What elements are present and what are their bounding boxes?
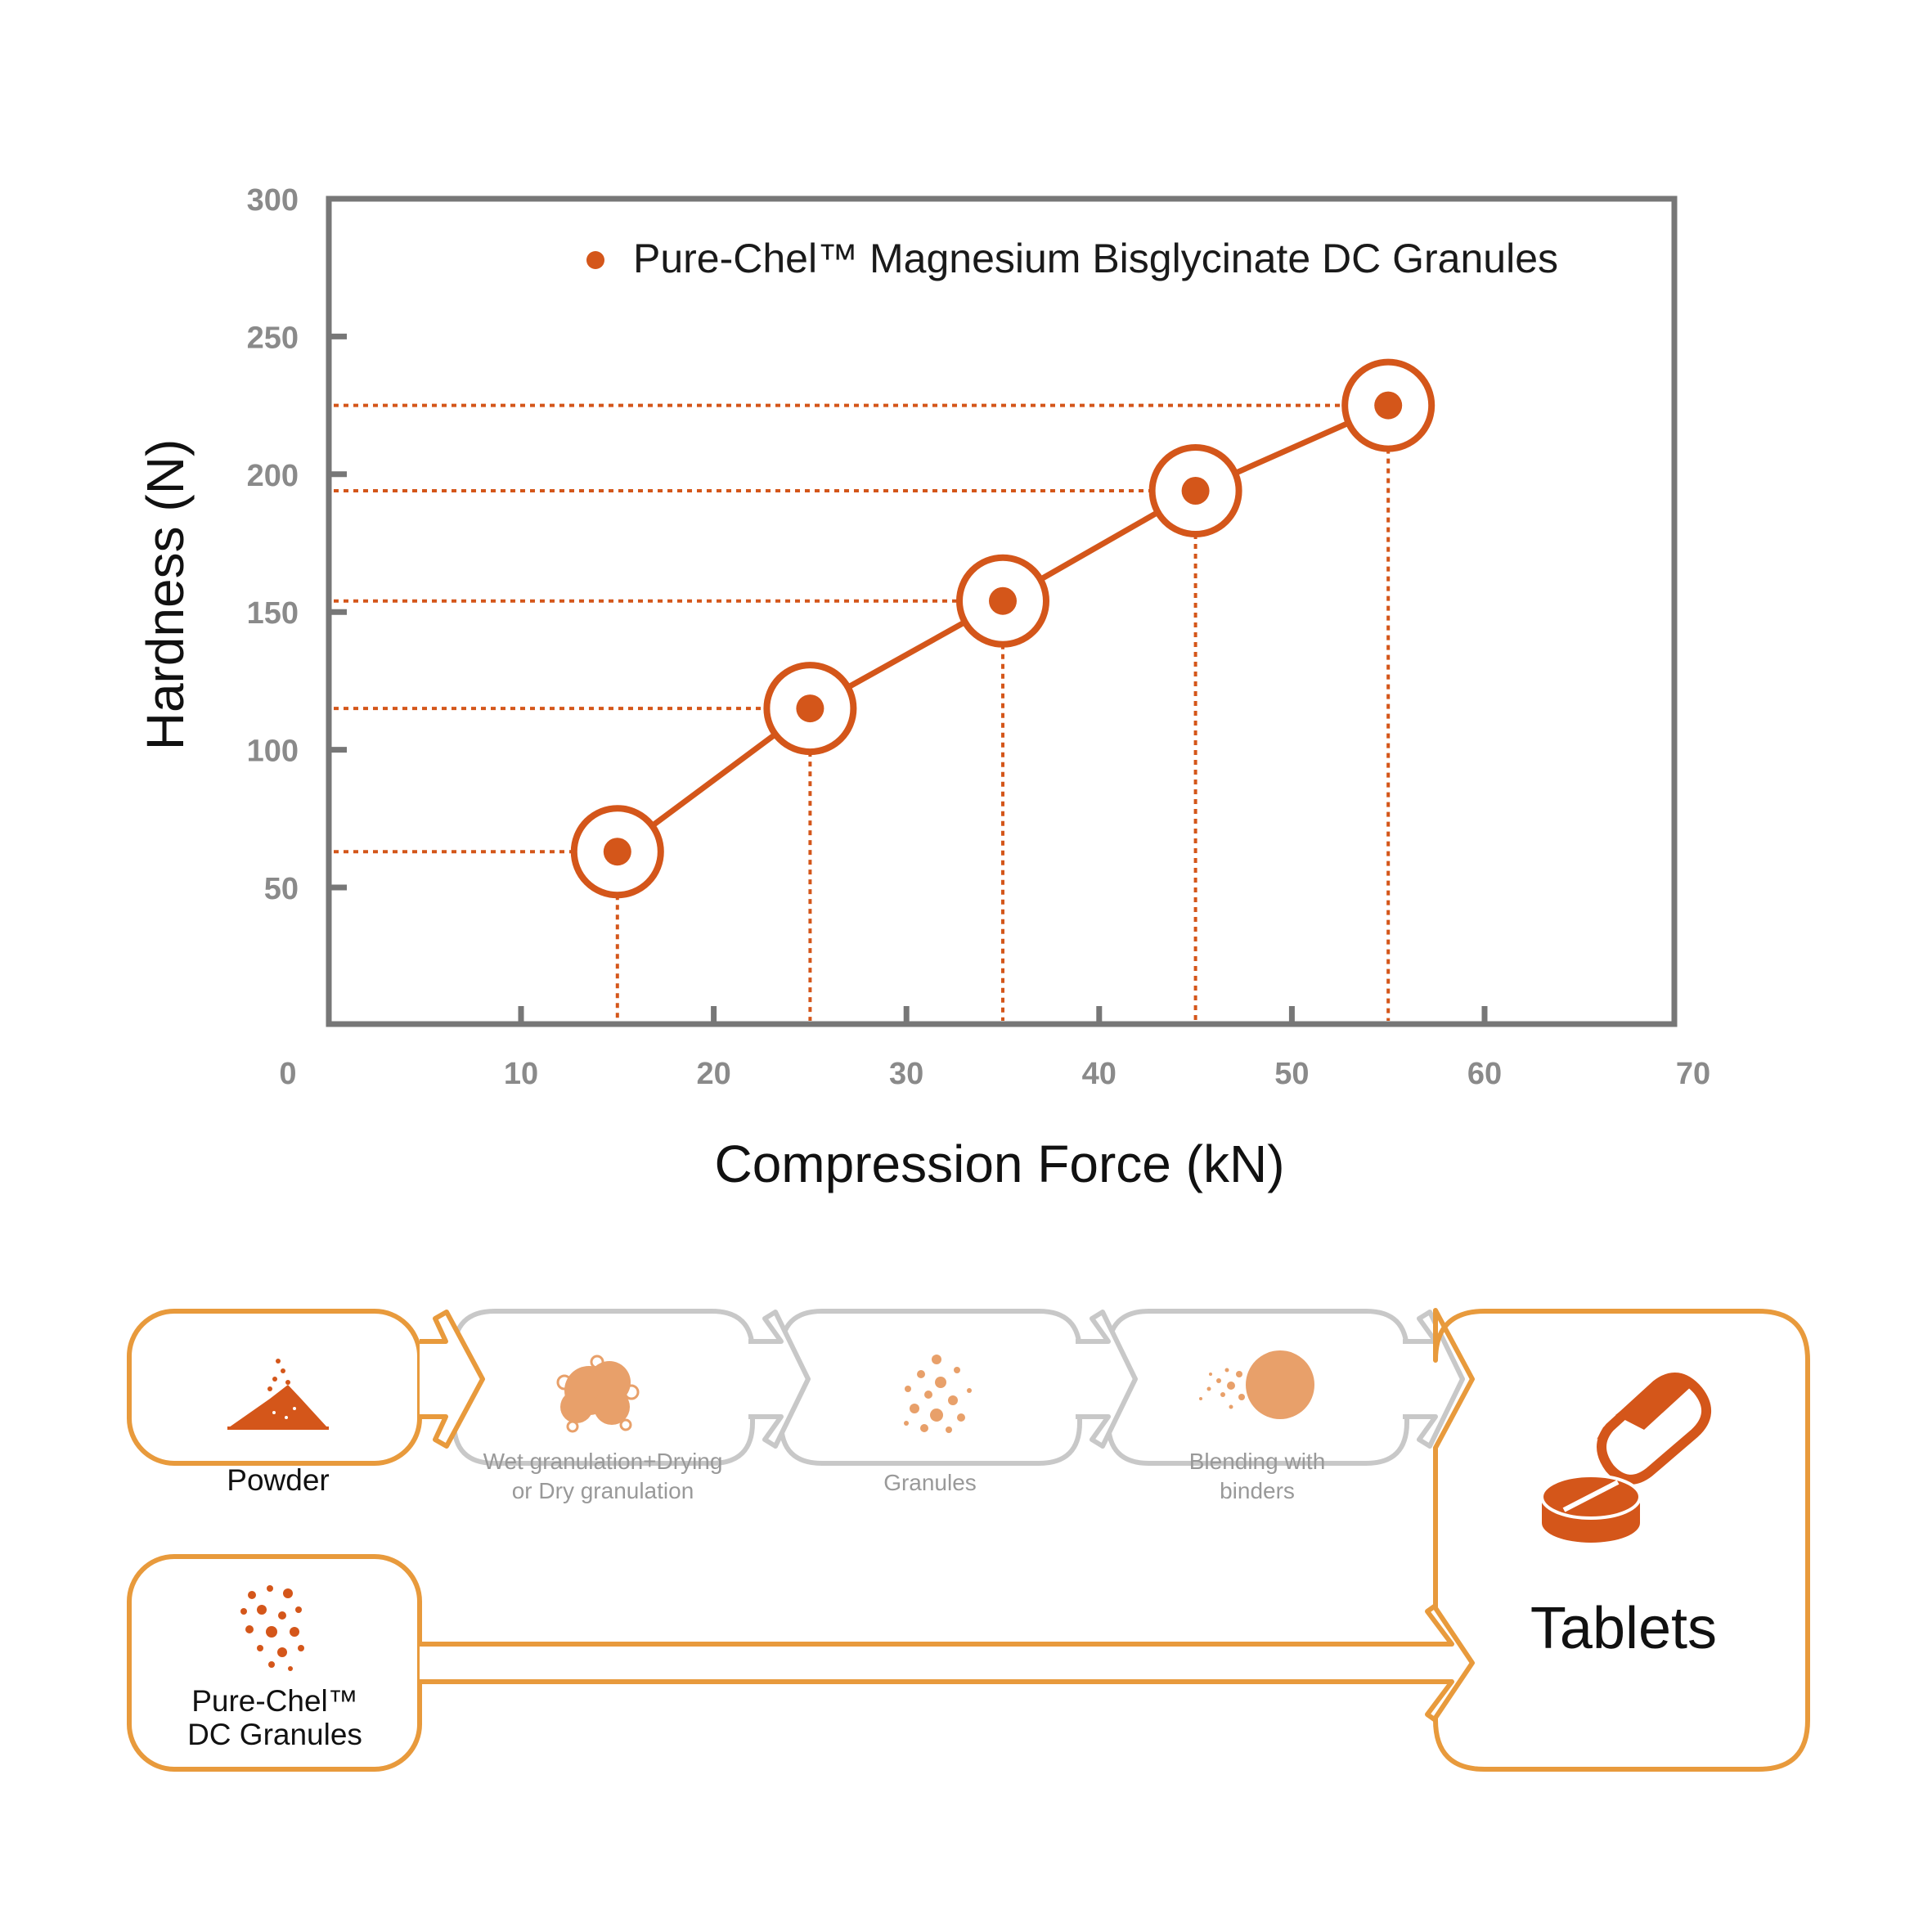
y-tick-label: 100	[247, 735, 299, 769]
data-point	[956, 554, 1049, 648]
arrow-gray-3	[1403, 1310, 1465, 1449]
powder-pile-icon	[227, 1359, 329, 1430]
legend-label: Pure-Chel™ Magnesium Bisglycinate DC Gra…	[633, 236, 1558, 281]
arrow-gray-1	[748, 1310, 811, 1449]
data-point-dot	[989, 586, 1017, 615]
wet-granulation-label-line2: or Dry granulation	[512, 1478, 694, 1503]
powder-box	[127, 1309, 422, 1466]
data-points	[570, 358, 1436, 899]
legend: Pure-Chel™ Magnesium Bisglycinate DC Gra…	[586, 236, 1558, 281]
y-tick-label: 150	[247, 596, 299, 631]
data-point-dot	[796, 694, 824, 723]
data-point-dot	[1374, 391, 1403, 420]
y-tick-label: 200	[247, 459, 299, 493]
x-tick-label: 20	[696, 1057, 730, 1091]
x-tick-label: 10	[504, 1057, 538, 1091]
arrow-gray-2	[1076, 1310, 1138, 1449]
legend-marker	[586, 251, 604, 269]
x-tick-label: 30	[889, 1057, 923, 1091]
granules-label: Granules	[883, 1470, 977, 1495]
hardness-chart: 0 10 20 30 40 50 60 70 50 100 150 200 250 300 Pure-C…	[136, 183, 1710, 1193]
arrow-orange-powder	[420, 1310, 485, 1449]
blending-label-line2: binders	[1220, 1478, 1295, 1503]
granules-box	[779, 1309, 1082, 1466]
tablets-icon	[1540, 1373, 1712, 1543]
data-point	[570, 805, 664, 899]
x-tick-label: 50	[1274, 1057, 1309, 1091]
x-tick-label: 40	[1082, 1057, 1117, 1091]
dc-granules-icon	[240, 1585, 304, 1671]
dc-granules-label-line1: Pure-Chel™	[191, 1684, 358, 1718]
x-tick-label: 0	[279, 1057, 296, 1091]
blending-label-line1: Blending with	[1189, 1449, 1326, 1474]
x-ticks: 0 10 20 30 40 50 60 70	[279, 1006, 1710, 1091]
guide-lines	[334, 403, 1391, 1021]
data-point	[763, 662, 857, 756]
y-tick-label: 300	[247, 183, 299, 218]
x-tick-label: 70	[1676, 1057, 1710, 1091]
granules-shape	[779, 1309, 1082, 1466]
x-tick-label: 60	[1467, 1057, 1502, 1091]
wet-granulation-icon	[556, 1355, 640, 1433]
y-tick-label: 50	[264, 872, 299, 906]
data-point-dot	[603, 838, 631, 866]
tablets-box	[1433, 1308, 1810, 1772]
process-flow: Powder Wet granulation+Drying or Dry gra…	[127, 1308, 1810, 1772]
y-ticks: 50 100 150 200 250 300	[247, 183, 347, 906]
tablets-label: Tablets	[1530, 1596, 1717, 1661]
arrow-orange-long	[420, 1599, 1476, 1727]
data-point	[1341, 358, 1436, 452]
blending-icon	[1199, 1350, 1314, 1419]
granules-icon	[904, 1355, 972, 1433]
data-point	[1148, 444, 1242, 538]
x-axis-title: Compression Force (kN)	[714, 1134, 1284, 1193]
powder-label: Powder	[227, 1463, 329, 1497]
data-point-dot	[1181, 477, 1210, 505]
wet-granulation-label-line1: Wet granulation+Drying	[483, 1449, 723, 1474]
y-tick-label: 250	[247, 321, 299, 355]
y-axis-title: Hardness (N)	[136, 439, 195, 751]
dc-granules-label-line2: DC Granules	[187, 1718, 362, 1751]
